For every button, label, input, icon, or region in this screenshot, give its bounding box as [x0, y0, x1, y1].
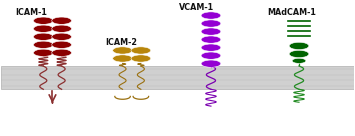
Circle shape: [52, 33, 71, 40]
Text: ICAM-2: ICAM-2: [105, 38, 137, 47]
Circle shape: [289, 50, 309, 58]
Text: ICAM-1: ICAM-1: [16, 8, 47, 17]
Circle shape: [52, 25, 71, 32]
Circle shape: [201, 28, 221, 35]
Circle shape: [201, 52, 221, 59]
Circle shape: [201, 44, 221, 51]
Circle shape: [201, 60, 221, 67]
Circle shape: [201, 12, 221, 19]
Circle shape: [292, 58, 306, 63]
Circle shape: [33, 17, 53, 24]
Text: MAdCAM-1: MAdCAM-1: [267, 8, 316, 17]
Circle shape: [33, 49, 53, 56]
Circle shape: [131, 55, 151, 62]
Circle shape: [52, 41, 71, 48]
Circle shape: [201, 20, 221, 27]
Circle shape: [201, 36, 221, 43]
Circle shape: [33, 25, 53, 32]
Circle shape: [52, 49, 71, 56]
Circle shape: [33, 33, 53, 40]
Circle shape: [289, 42, 309, 50]
Circle shape: [113, 47, 132, 54]
Circle shape: [131, 47, 151, 54]
Circle shape: [33, 41, 53, 48]
Bar: [1, 66, 354, 89]
Circle shape: [113, 55, 132, 62]
Text: VCAM-1: VCAM-1: [179, 3, 214, 12]
Circle shape: [52, 17, 71, 24]
